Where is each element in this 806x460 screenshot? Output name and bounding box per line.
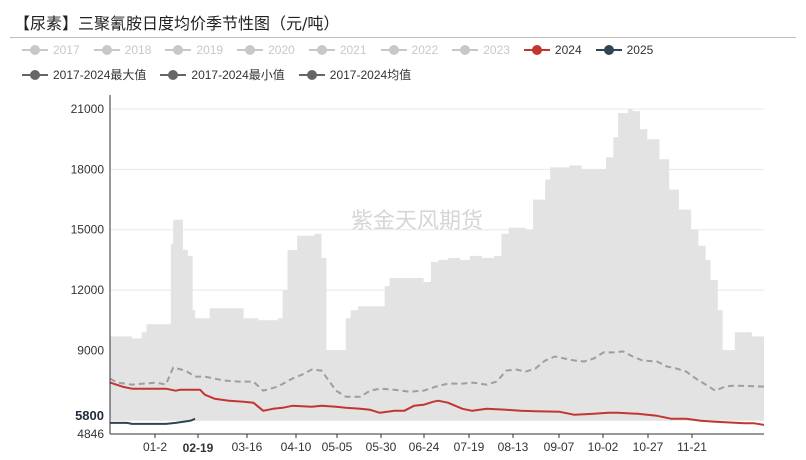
legend-symbol-icon (298, 69, 325, 81)
legend-label: 2017-2024最小值 (191, 68, 285, 82)
x-tick-label: 05-05 (322, 440, 353, 454)
series-line-0 (109, 350, 765, 398)
legend-label: 2021 (339, 43, 367, 57)
y-tick-label: 12000 (71, 283, 105, 297)
x-tick-label: 09-07 (544, 440, 575, 454)
x-tick-label: 08-13 (498, 440, 529, 454)
y-tick-label: 4846 (77, 427, 104, 441)
legend-label: 2025 (626, 43, 654, 57)
legend-label: 2023 (483, 43, 510, 57)
legend-row-1: 2017 2018 2019 2020 2021 2022 2023 2024 2025 (22, 43, 667, 59)
legend-label: 2022 (411, 43, 439, 57)
legend-symbol-icon (160, 69, 187, 81)
legend-symbol-icon (22, 44, 48, 56)
legend-item-7[interactable]: 2024 (523, 43, 582, 57)
legend-symbol-icon (523, 44, 550, 56)
current-value-badge: 5800 (75, 408, 104, 423)
legend-item-8[interactable]: 2025 (595, 43, 654, 57)
legend-symbol-icon (165, 44, 192, 56)
series-line-1 (109, 381, 765, 426)
legend-label: 2017 (53, 43, 80, 57)
x-tick-label: 06-24 (409, 440, 440, 454)
legend-label: 2018 (124, 43, 152, 57)
legend-row-2: 2017-2024最大值 2017-2024最小值 2017-2024均值 (22, 66, 425, 84)
legend-symbol-icon (93, 44, 120, 56)
y-tick-label: 9000 (77, 343, 104, 357)
legend-item-10[interactable]: 2017-2024最小值 (160, 66, 285, 83)
series-line-2 (110, 417, 196, 425)
legend-label: 2019 (196, 43, 224, 57)
legend-item-3[interactable]: 2020 (237, 43, 295, 57)
y-tick-label: 15000 (71, 223, 105, 237)
legend-item-5[interactable]: 2022 (380, 43, 439, 57)
x-tick-label: 02-19 (183, 441, 214, 455)
legend-symbol-icon (380, 44, 407, 56)
x-tick-label: 11-21 (677, 440, 707, 454)
legend-item-11[interactable]: 2017-2024均值 (298, 66, 412, 83)
legend-symbol-icon (22, 69, 48, 81)
legend-label: 2020 (268, 43, 295, 57)
x-tick-label: 10-27 (633, 440, 664, 454)
current-value-badge-bg (68, 405, 106, 424)
title-divider (10, 37, 796, 38)
y-tick-label: 21000 (71, 102, 105, 116)
x-tick-label: 04-10 (281, 440, 312, 454)
legend-symbol-icon (452, 44, 479, 56)
legend-label: 2017-2024均值 (329, 68, 412, 82)
legend-item-4[interactable]: 2021 (308, 43, 367, 57)
legend-label: 2024 (554, 43, 582, 57)
max-min-range-band (110, 109, 764, 421)
chart-title: 【尿素】三聚氰胺日度均价季节性图（元/吨） (14, 14, 340, 33)
y-tick-label: 18000 (71, 162, 105, 176)
watermark-text: 紫金天风期货 (351, 209, 483, 234)
legend-item-2[interactable]: 2019 (165, 43, 223, 57)
legend-item-6[interactable]: 2023 (452, 43, 510, 57)
legend-label: 2017-2024最大值 (53, 68, 147, 82)
x-tick-label: 10-02 (588, 440, 619, 454)
legend-symbol-icon (237, 44, 264, 56)
legend-item-9[interactable]: 2017-2024最大值 (22, 66, 146, 83)
x-tick-label: 03-16 (232, 440, 263, 454)
x-tick-label: 07-19 (454, 440, 485, 454)
legend-item-0[interactable]: 2017 (22, 43, 80, 57)
legend-symbol-icon (308, 44, 335, 56)
legend-symbol-icon (595, 44, 622, 56)
legend-item-1[interactable]: 2018 (93, 43, 152, 57)
x-tick-label: 05-30 (366, 440, 397, 454)
x-tick-label: 01-2 (143, 440, 167, 454)
